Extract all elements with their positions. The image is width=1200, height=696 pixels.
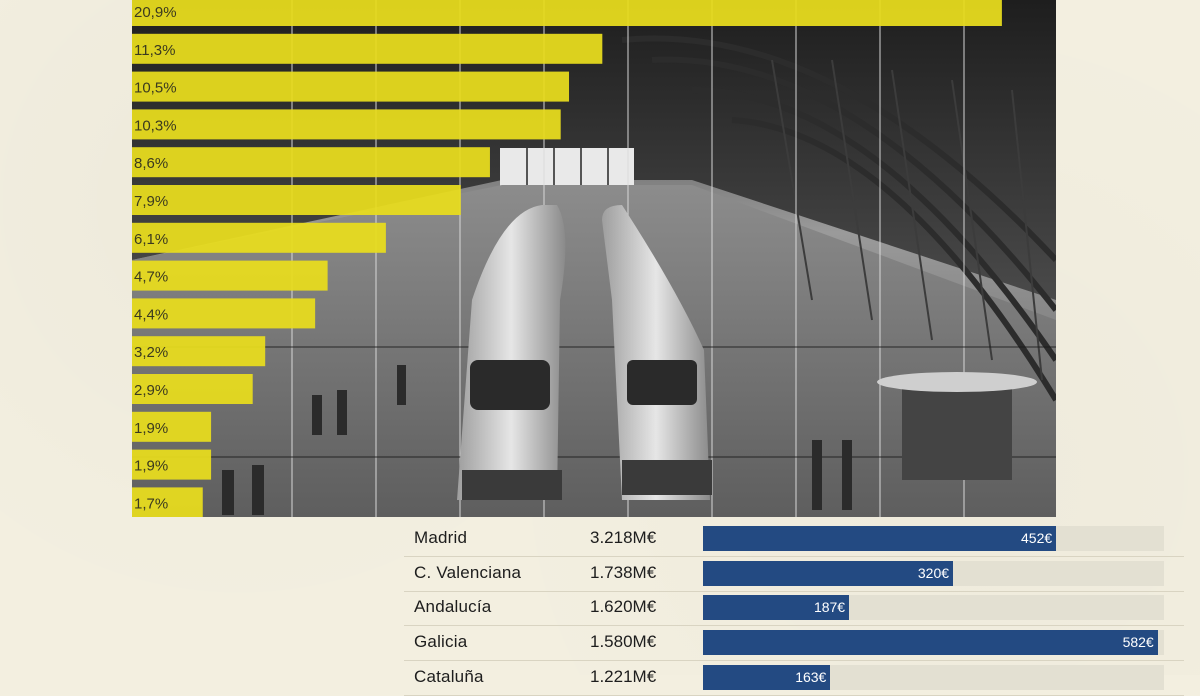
- region-amount: 1.580M€: [590, 632, 657, 652]
- per-capita-track: 320€: [703, 560, 1164, 586]
- bar-value-label: 1,9%: [134, 458, 168, 475]
- bar-value-label: 11,3%: [134, 42, 175, 59]
- region-amount: 1.738M€: [590, 562, 657, 582]
- per-capita-track: 452€: [703, 526, 1164, 551]
- per-capita-label: 452€: [1021, 530, 1053, 546]
- bar: [132, 487, 203, 517]
- bar: [132, 411, 212, 442]
- region-amount: 1.620M€: [590, 597, 657, 617]
- bar-value-label: 4,4%: [134, 306, 168, 323]
- per-capita-bar: 163€: [703, 664, 831, 690]
- region-amount: 3.218M€: [590, 528, 657, 547]
- bar-value-label: 4,7%: [134, 269, 168, 286]
- bar-value-label: 1,9%: [134, 420, 168, 437]
- bar: [132, 260, 328, 291]
- bar: [132, 374, 253, 404]
- table-row: Galicia 1.580M€ 582€: [404, 626, 1184, 662]
- region-name: C. Valenciana: [414, 562, 522, 582]
- bar: [132, 222, 386, 253]
- percentage-bar-chart: 20,9% 11,3% 10,5% 10,3% 8,6% 7,9% 6,1% 4,7% 4,4%…: [132, 0, 1002, 517]
- table-row: Madrid 3.218M€ 452€: [404, 522, 1184, 557]
- bar: [132, 336, 266, 367]
- bar-value-label: 10,5%: [134, 80, 177, 97]
- bar: [132, 449, 212, 480]
- region-name: Madrid: [414, 528, 468, 547]
- bar-value-label: 3,2%: [134, 344, 168, 361]
- per-capita-track: 582€: [703, 630, 1164, 656]
- bar: [132, 109, 561, 140]
- per-capita-label: 187€: [813, 599, 846, 616]
- bar-value-label: 1,7%: [134, 495, 168, 512]
- region-amount: 1.221M€: [590, 666, 657, 686]
- bar: [132, 33, 603, 64]
- bar: [132, 147, 490, 178]
- bar: [132, 298, 316, 329]
- per-capita-label: 582€: [1122, 634, 1154, 651]
- region-spending-table: Madrid 3.218M€ 452€ C. Valenciana 1.738M€ 320…: [404, 522, 1184, 696]
- per-capita-bar: 320€: [703, 560, 954, 586]
- bar: [132, 71, 570, 102]
- table-row: Cataluña 1.221M€ 163€: [404, 661, 1184, 696]
- region-name: Cataluña: [414, 666, 484, 686]
- bar-value-label: 6,1%: [134, 231, 168, 248]
- per-capita-bar: 187€: [703, 595, 850, 621]
- bar-value-label: 20,9%: [134, 4, 177, 21]
- per-capita-bar: 452€: [703, 526, 1057, 551]
- bar-value-label: 2,9%: [134, 382, 168, 399]
- per-capita-label: 320€: [917, 564, 950, 581]
- per-capita-bar: 582€: [703, 630, 1158, 656]
- per-capita-track: 187€: [703, 595, 1164, 621]
- bar-value-label: 7,9%: [134, 193, 168, 210]
- bar: [132, 185, 461, 215]
- bar-value-label: 8,6%: [134, 155, 168, 172]
- table-row: Andalucía 1.620M€ 187€: [404, 591, 1184, 627]
- per-capita-label: 163€: [795, 668, 827, 685]
- table-row: C. Valenciana 1.738M€ 320€: [404, 557, 1184, 592]
- bar: [132, 0, 1002, 26]
- per-capita-track: 163€: [703, 664, 1164, 690]
- region-name: Andalucía: [414, 597, 492, 617]
- region-name: Galicia: [414, 632, 468, 652]
- bar-value-label: 10,3%: [134, 117, 177, 134]
